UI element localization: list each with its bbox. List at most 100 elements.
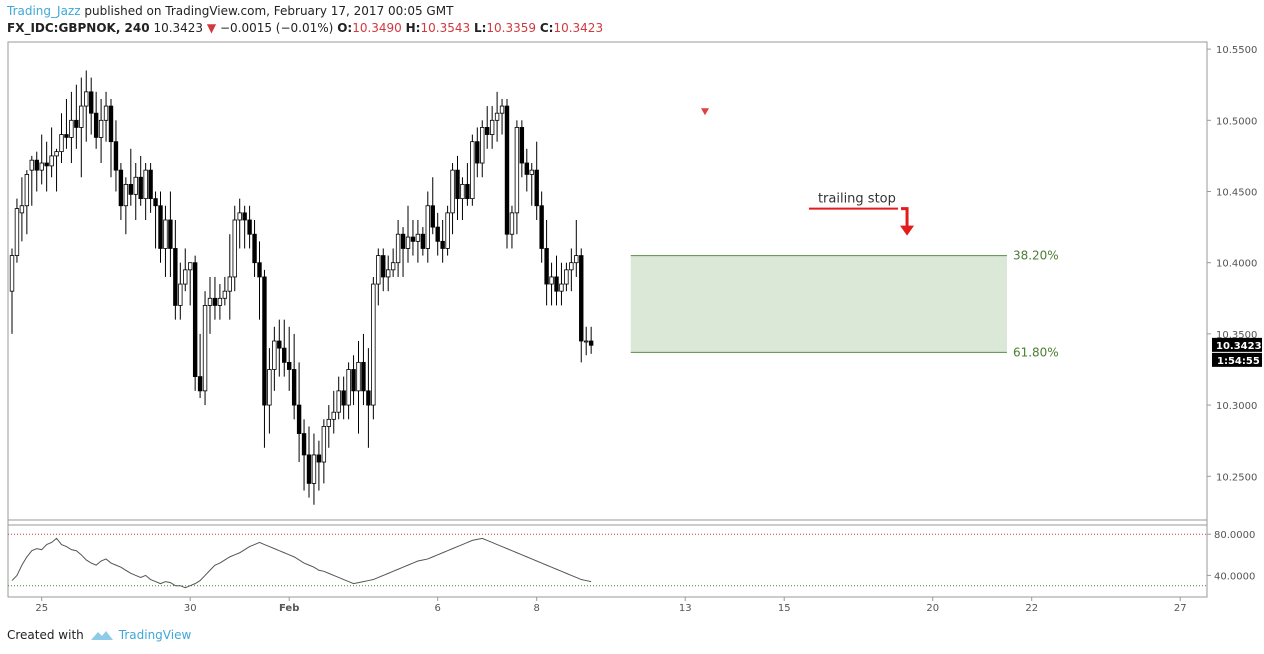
candle [415,219,421,263]
price-chart[interactable]: 38.20% 61.80% trailing stop 10.2500 10.300… [0,0,1264,620]
candle-down [366,390,371,406]
candles [9,70,594,505]
candle-up [227,276,232,292]
candle [74,84,79,149]
candle [425,191,430,263]
candle [138,155,143,206]
candle [153,191,158,249]
stop-arrow-icon [901,207,909,227]
candle-down [262,276,267,406]
candle [187,262,193,306]
candle [584,326,589,356]
publish-text: published on TradingView.com, February 1… [84,4,454,18]
candle [113,120,119,192]
candle-up [499,105,505,114]
time-tick-label: 13 [679,603,692,614]
candle-up [39,162,44,171]
open-label: O: [337,21,353,35]
candle [222,276,228,306]
candle-down [341,390,346,406]
candle [98,98,104,164]
candle-up [187,262,193,271]
candle-down [435,226,440,242]
candle-down [252,233,257,264]
candle [291,333,297,420]
countdown-tag-label: 1:54:55 [1217,356,1260,367]
tradingview-logo-icon [90,631,113,640]
candle [192,255,198,391]
candle [524,148,529,192]
candle-up [385,269,391,278]
candle [559,262,564,306]
close-label: C: [539,21,554,35]
candle [395,219,401,277]
candle-down [420,233,426,249]
candle [89,77,94,135]
candle-up [371,283,376,406]
candle-down [539,205,544,249]
candle-up [346,369,351,406]
candle [59,113,64,164]
tradingview-brand[interactable]: TradingView [90,628,191,642]
candle [282,319,287,377]
candle [173,219,178,320]
rsi-tick-label: 40.0000 [1214,571,1255,582]
candle-up [19,205,25,214]
candle-up [84,91,89,107]
candle [158,191,163,263]
candle [168,191,173,277]
candle [504,98,510,249]
candle-up [529,169,534,175]
time-tick-label: 22 [1025,603,1038,614]
candle [277,319,282,377]
candle [390,248,396,277]
candle-down [484,127,490,135]
candle-down [158,205,163,249]
candle-down [504,105,510,235]
candle-down [410,236,416,242]
candle-down [301,433,307,456]
candle-up [103,105,109,121]
candle-down [524,162,529,175]
time-tick-label: Feb [279,603,299,614]
candle-down [173,248,178,306]
candle [306,426,312,498]
candle-up [460,183,465,200]
candle [118,163,124,220]
candle-down [534,169,539,207]
candle [445,205,450,256]
candle-up [267,369,272,406]
candle-up [163,219,168,249]
candle [499,98,505,135]
candle [519,120,525,178]
author-link[interactable]: Trading_Jazz [7,4,81,18]
price-axis[interactable]: 10.2500 10.3000 10.3500 10.4000 10.4500 10.50… [1207,45,1262,483]
candle [232,205,237,292]
candle-down [128,183,133,195]
candle [84,70,89,142]
candle-up [59,134,64,153]
candle [183,248,188,292]
candle [509,205,515,249]
candle-up [49,155,54,167]
candle-down [455,169,460,200]
candle [480,120,485,178]
candle-up [217,297,223,306]
candle [346,362,351,420]
candle-up [183,269,188,285]
candle [64,98,69,149]
candle [489,106,495,149]
candle-down [296,404,302,434]
candle-down [519,127,525,164]
candle [341,376,346,420]
price-tick-label: 10.4000 [1216,259,1257,270]
candle [579,248,584,363]
candle-up [564,269,569,285]
candle-up [232,219,237,278]
low-label: L: [473,21,487,35]
candle-up [425,205,430,249]
time-axis[interactable]: 25 30 Feb 6 8 13 15 20 22 27 [35,597,1187,614]
time-tick-label: 27 [1174,603,1187,614]
candle [133,163,138,220]
candle-up [336,390,341,413]
